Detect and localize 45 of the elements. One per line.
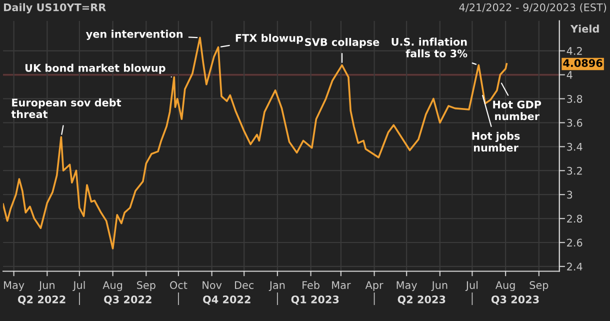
x2-tick-label: Q2 2022 [18, 295, 66, 305]
y-tick-label: 4 [566, 71, 572, 79]
y-tick-label: 3.2 [567, 166, 582, 175]
text: 4.0896 [563, 59, 602, 68]
chart-subtitle: 4/21/2022 - 9/20/2023 (EST) [459, 3, 606, 12]
x-tick-label: Oct [170, 281, 188, 290]
y-tick-label: 4.2 [566, 47, 582, 55]
annotation: Hot jobs number [472, 132, 520, 152]
x-tick-label: Jul [72, 280, 85, 291]
x-tick-label: Feb [302, 280, 320, 290]
x-tick-label: Dec [235, 281, 254, 290]
x2-tick-label: Q3 2023 [491, 295, 539, 305]
x-tick-label: Nov [202, 281, 222, 290]
annotation: yen intervention [86, 30, 182, 40]
annotation: U.S. inflation falls to 3% [392, 38, 468, 58]
x-tick-label: Jun [38, 281, 54, 291]
y-tick-label: 2.8 [567, 214, 582, 223]
x-tick-label: Aug [102, 281, 122, 292]
x-tick-label: Jun [431, 281, 448, 291]
x2-tick-label: Q4 2022 [203, 295, 250, 305]
x2-tick-label: Q3 2022 [104, 295, 152, 305]
x-tick-label: Sep [530, 281, 548, 292]
x-tick-label: May [4, 281, 24, 292]
y-tick-label: 3 [567, 190, 572, 199]
y-axis-title: Yield [570, 24, 599, 33]
y-tick-label: 3.4 [567, 142, 582, 151]
annotation: UK bond market blowup [25, 64, 166, 74]
y-tick-label: 3.8 [567, 94, 582, 103]
annotation: SVB collapse [305, 38, 380, 48]
annotation: FTX blowup [236, 34, 304, 44]
x-tick-label: Sep [137, 281, 156, 292]
x-tick-label: Jan [268, 281, 285, 291]
y-tick-label: 3.6 [567, 118, 582, 127]
x-tick-label: Aug [495, 281, 515, 292]
y-tick-label: 2.6 [567, 238, 582, 247]
annotation: European sov debt threat [11, 98, 122, 118]
x-tick-label: Jul [465, 280, 478, 291]
x-tick-label: May [396, 281, 418, 292]
x-tick-label: Apr [365, 281, 384, 292]
x2-tick-label: Q1 2023 [291, 295, 339, 305]
y-tick-label: 2.4 [567, 262, 582, 270]
chart-title: Daily US10YT=RR [4, 3, 106, 14]
annotation: Hot GDP number [493, 100, 542, 120]
x2-tick-label: Q2 2023 [398, 295, 446, 305]
x-tick-label: Mar [332, 281, 351, 290]
